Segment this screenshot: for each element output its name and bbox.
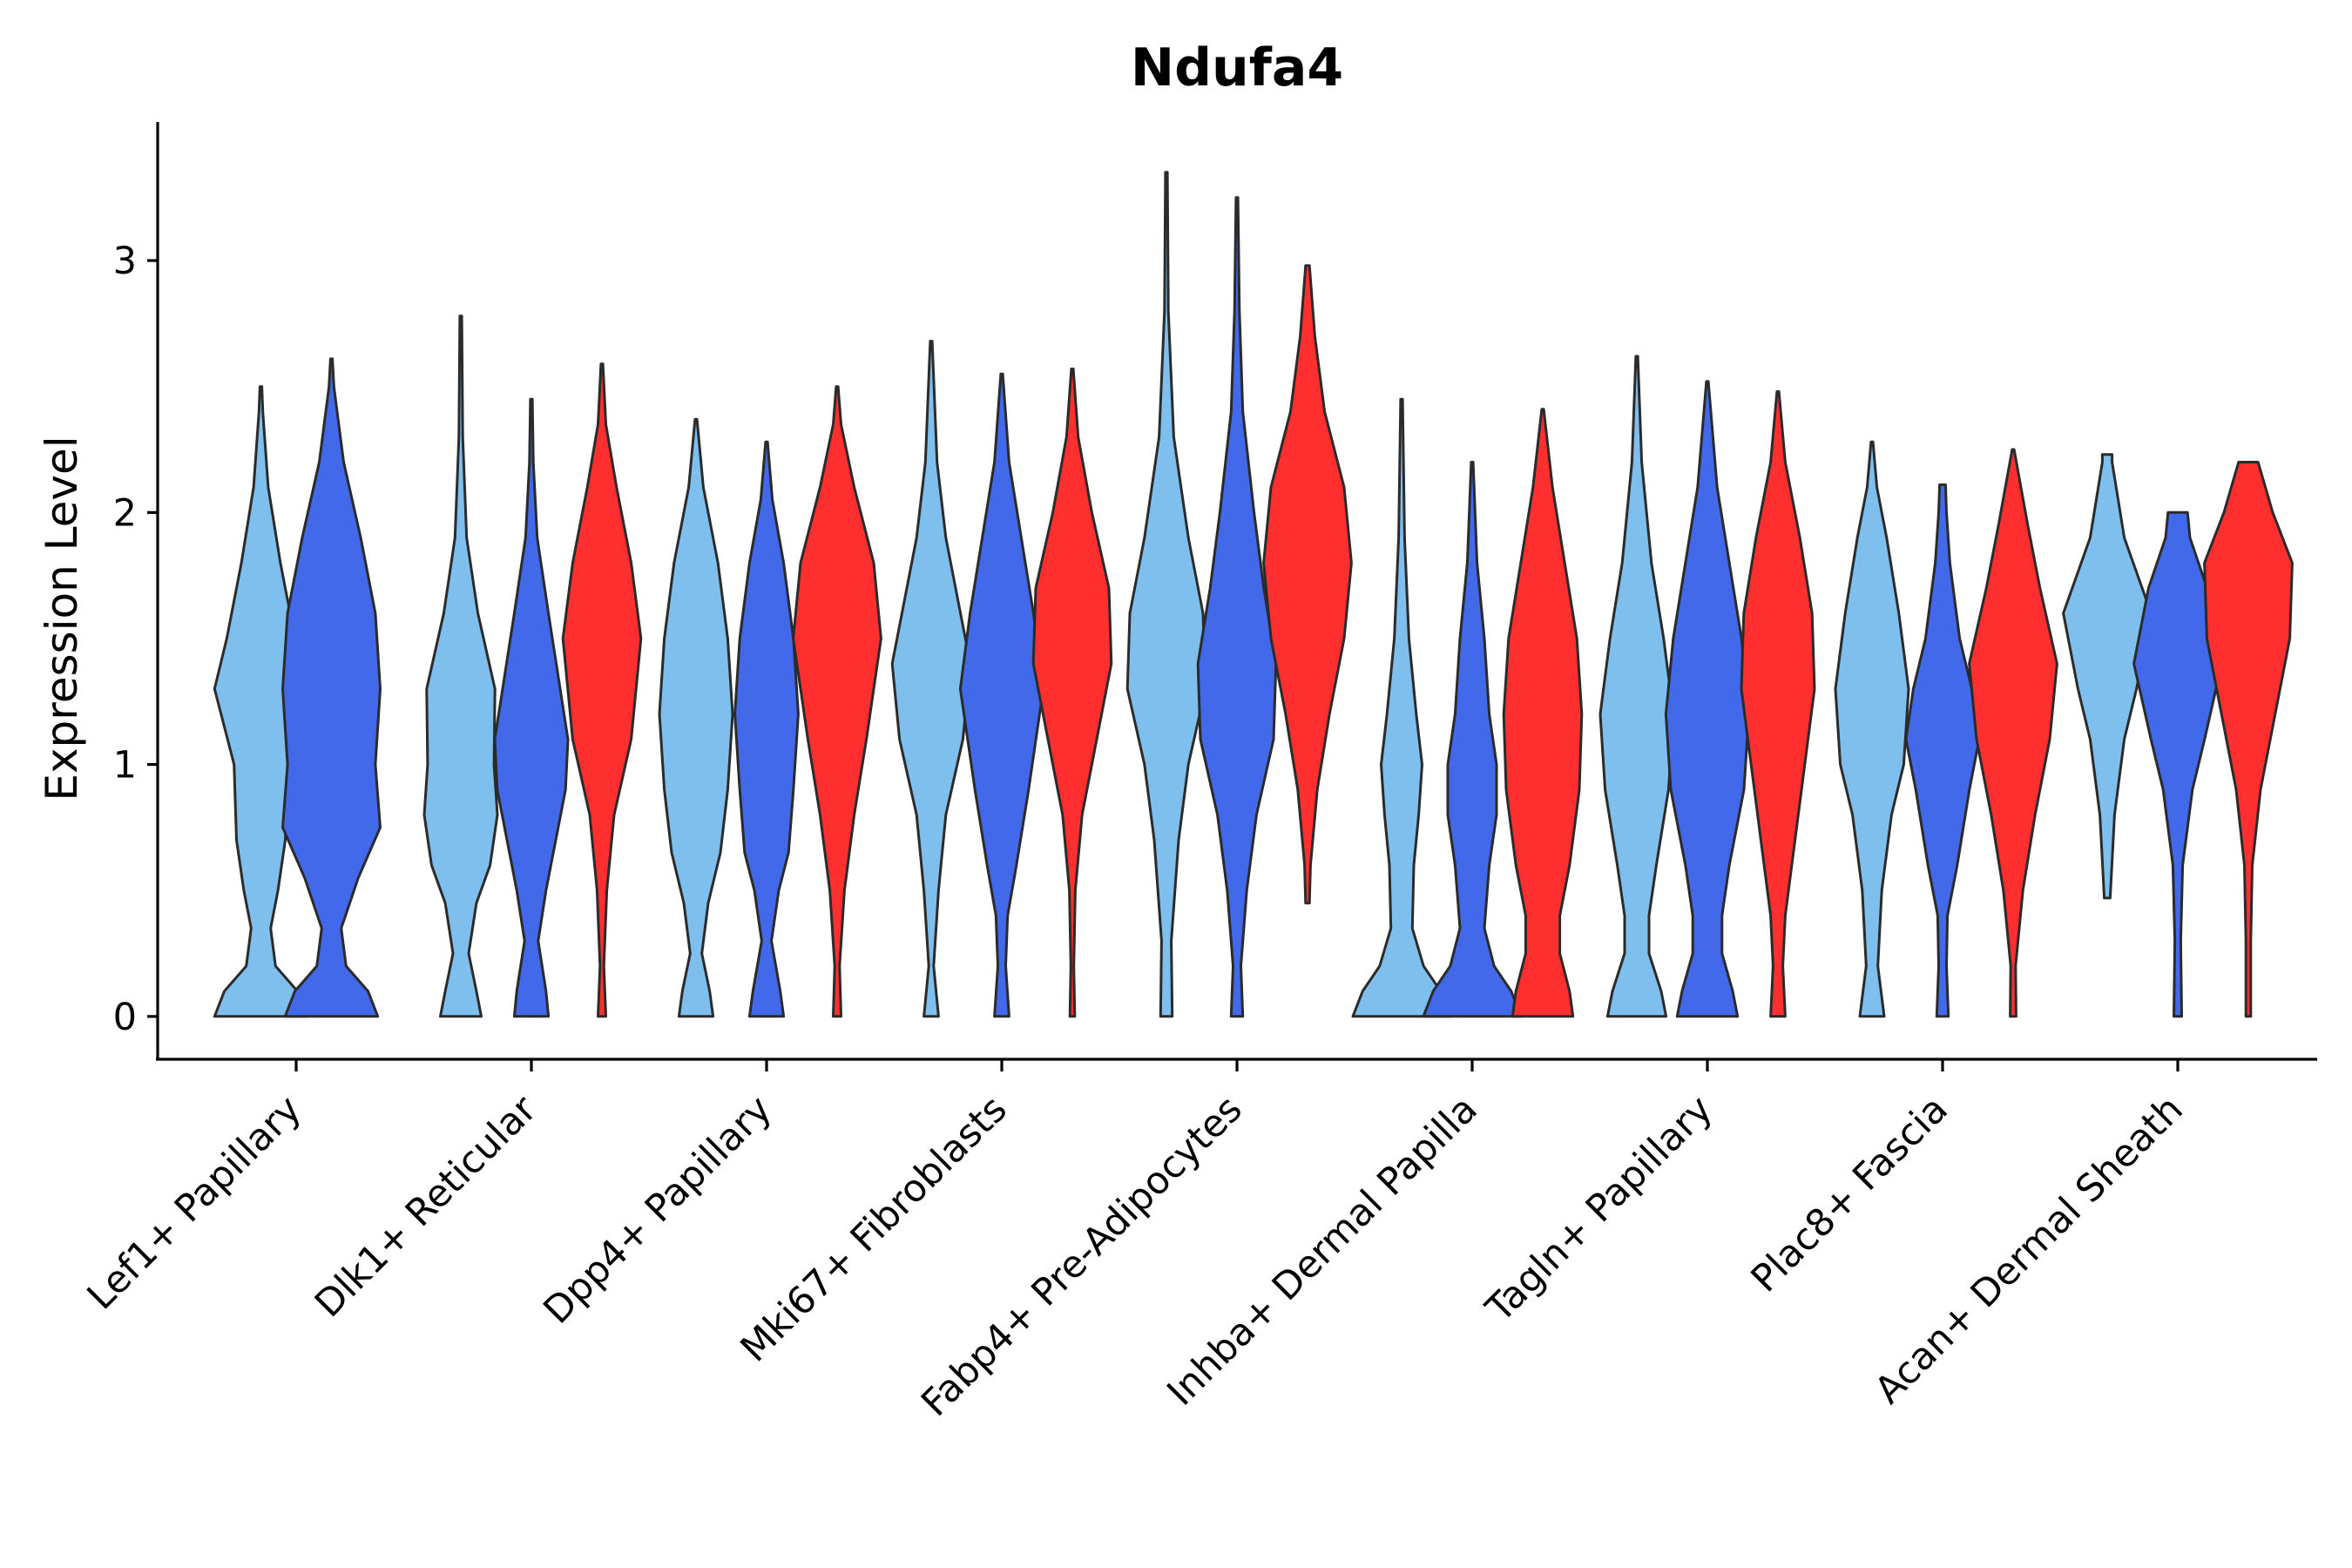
violin	[1031, 368, 1113, 1018]
violin	[1262, 264, 1353, 905]
violin-group	[658, 385, 882, 1018]
y-axis-label: Expression Level	[37, 436, 87, 801]
y-tick-label: 2	[113, 491, 137, 535]
violin	[792, 385, 882, 1018]
violin-group	[2062, 453, 2294, 1018]
violin-group	[1834, 440, 2058, 1018]
violin	[1422, 461, 1523, 1018]
violin	[958, 372, 1045, 1018]
violin	[733, 440, 800, 1018]
x-tick-label: Dlk1+ Reticular	[307, 1087, 545, 1326]
violins-layer	[213, 171, 2294, 1018]
violin	[213, 385, 309, 1018]
x-tick-label: Lef1+ Papillary	[79, 1087, 310, 1318]
y-axis-ticks: 0 1 2 3	[113, 240, 158, 1039]
violin-group	[1598, 355, 1816, 1018]
violin-group	[1125, 171, 1353, 1018]
violin	[1196, 196, 1278, 1018]
violin-group	[213, 357, 382, 1018]
violin	[561, 362, 643, 1018]
violin	[890, 340, 972, 1018]
violin	[1351, 397, 1452, 1018]
violin	[1502, 408, 1584, 1018]
violin	[2132, 510, 2223, 1018]
violin	[2062, 453, 2153, 900]
violin	[493, 397, 570, 1018]
x-tick-label: Plac8+ Fascia	[1743, 1087, 1957, 1301]
x-tick-label: Mki67+ Fibroblasts	[733, 1087, 1016, 1370]
violin-group	[890, 340, 1113, 1018]
violin	[1664, 380, 1751, 1018]
violin	[422, 314, 499, 1018]
x-tick-label: Tagln+ Papillary	[1477, 1087, 1721, 1331]
chart-title: Ndufa4	[1131, 37, 1343, 98]
y-tick-label: 0	[113, 996, 137, 1039]
violin-group	[1351, 397, 1584, 1018]
violin	[1968, 448, 2058, 1018]
violin	[658, 417, 734, 1018]
violin-group	[422, 314, 643, 1018]
violin	[2203, 461, 2294, 1018]
y-tick-label: 3	[113, 240, 137, 283]
violin	[1740, 390, 1816, 1018]
violin	[1834, 440, 1910, 1018]
violin	[1125, 171, 1207, 1018]
y-tick-label: 1	[113, 744, 137, 787]
violin	[1904, 483, 1981, 1018]
violin	[1598, 355, 1675, 1018]
violin	[281, 357, 382, 1018]
x-tick-label: Dpp4+ Papillary	[536, 1087, 781, 1332]
